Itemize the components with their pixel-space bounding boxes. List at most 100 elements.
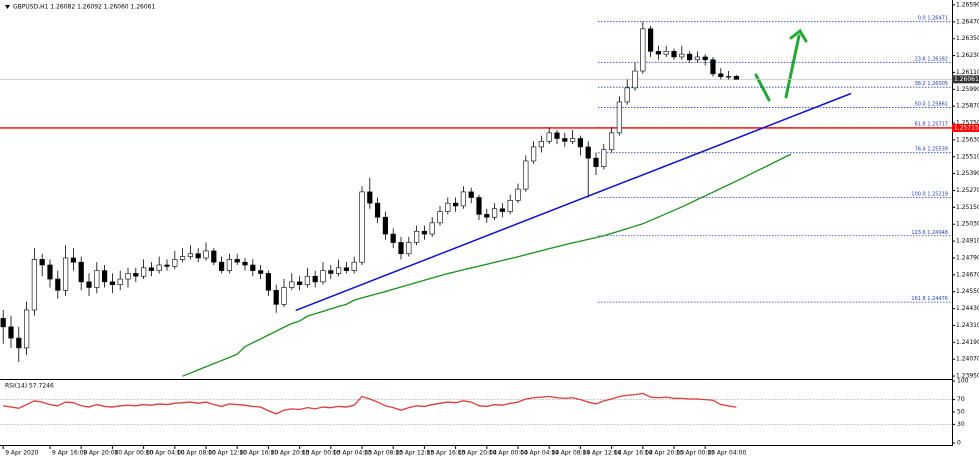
candle-body: [117, 278, 123, 285]
x-tick-label: 14 Apr 12:00: [582, 450, 621, 457]
candle-body: [281, 287, 287, 305]
rsi-title: RSI(14) 57.7246: [5, 383, 54, 390]
y-tick-label: 1.24670: [956, 271, 979, 278]
candle-body: [577, 138, 583, 148]
candle-body: [265, 273, 272, 291]
candle-body: [569, 138, 576, 142]
candle-body: [733, 76, 739, 80]
candle-body: [102, 270, 108, 283]
candle-body: [16, 337, 22, 349]
fib-label: 0.0 1.26471: [918, 16, 948, 22]
candle-body: [250, 264, 256, 271]
rsi-tick-label: 50: [957, 409, 965, 416]
chart-title: GBPUSD,H1 1.26082 1.26092 1.26060 1.2606…: [13, 4, 155, 11]
candle-body: [0, 318, 6, 328]
x-tick-label: 14 Apr 00:00: [489, 450, 528, 457]
candle-body: [367, 191, 373, 204]
x-tick-label: 10 Apr 20:00: [270, 450, 309, 457]
candle-body: [55, 278, 61, 291]
candle-body: [593, 157, 599, 167]
fib-label: 100.0 1.25219: [911, 192, 948, 198]
candle-body: [538, 140, 544, 148]
x-tick-label: 13 Apr 08:00: [364, 450, 403, 457]
candle-body: [351, 261, 357, 271]
candle-body: [94, 270, 100, 288]
candle-body: [109, 281, 115, 285]
x-tick-label: 13 Apr 16:00: [426, 450, 465, 457]
y-tick-label: 1.25510: [956, 153, 979, 160]
x-tick-label: 15 Apr 00:00: [676, 450, 715, 457]
candle-body: [39, 259, 45, 266]
candle-body: [187, 253, 194, 257]
candle-body: [585, 146, 591, 159]
candle-body: [211, 250, 217, 263]
candle-body: [320, 270, 326, 283]
x-tick-label: 14 Apr 08:00: [551, 450, 590, 457]
candle-body: [141, 267, 147, 277]
candle-body: [671, 51, 677, 58]
up-arrow-head: [789, 28, 808, 43]
y-tick-label: 1.25030: [956, 221, 979, 228]
candle-body: [437, 211, 443, 224]
x-tick-label: 10 Apr 12:00: [208, 450, 247, 457]
y-tick-label: 1.25990: [956, 86, 979, 93]
y-tick-label: 1.24910: [956, 238, 979, 245]
candle-body: [23, 309, 30, 349]
moving-average: [182, 153, 792, 377]
candle-body: [374, 202, 381, 218]
fib-label: 38.2 1.26005: [915, 81, 948, 87]
candle-body: [156, 264, 162, 271]
candle-body: [491, 208, 498, 218]
support-label: 1.25715: [954, 124, 979, 131]
x-tick-label: 9 Apr 16:00: [52, 450, 87, 457]
rsi-tick-label: 30: [957, 421, 965, 428]
x-tick-label: 15 Apr 04:00: [707, 450, 746, 457]
candle-body: [125, 273, 131, 280]
y-tick-label: 1.26350: [956, 35, 979, 42]
x-tick-label: 13 Apr 20:00: [458, 450, 497, 457]
x-tick-label: 14 Apr 04:00: [520, 450, 559, 457]
fib-label: 123.6 1.24948: [911, 230, 948, 236]
fib-label: 23.6 1.26182: [915, 56, 948, 62]
candle-body: [195, 253, 201, 259]
candle-body: [718, 73, 724, 77]
candle-body: [164, 264, 170, 267]
candle-body: [70, 257, 76, 263]
candle-body: [390, 233, 396, 243]
candle-body: [663, 51, 669, 55]
y-tick-label: 1.24790: [956, 254, 979, 261]
candle-body: [640, 28, 646, 72]
rsi-tick-label: 0: [957, 440, 961, 447]
candle-body: [47, 264, 53, 280]
candle-body: [203, 250, 209, 259]
candle-body: [460, 191, 467, 207]
fib-label: 50.0 1.25861: [915, 101, 948, 107]
candle-body: [172, 259, 178, 267]
y-tick-label: 1.24550: [956, 288, 979, 295]
y-tick-label: 1.25750: [956, 120, 979, 127]
candle-body: [429, 222, 435, 235]
candle-body: [335, 267, 342, 274]
candle-body: [406, 242, 412, 255]
candle-body: [452, 202, 459, 207]
trendline: [295, 92, 852, 312]
candle-body: [476, 197, 482, 215]
candle-body: [655, 51, 661, 55]
candle-body: [507, 200, 513, 212]
candle-body: [133, 273, 139, 277]
candle-body: [219, 261, 225, 271]
y-tick-label: 1.26590: [956, 1, 979, 8]
current-price-box: [952, 75, 979, 84]
candle-body: [445, 202, 451, 212]
fib-label: 61.8 1.25717: [915, 122, 948, 128]
y-tick-label: 1.23950: [956, 373, 979, 380]
candle-body: [180, 256, 186, 260]
y-tick-label: 1.26230: [956, 52, 979, 59]
candle-body: [289, 281, 295, 288]
candle-body: [686, 53, 693, 61]
candle-body: [304, 275, 311, 285]
candle-body: [468, 191, 474, 198]
candle-body: [624, 87, 630, 103]
candle-body: [312, 275, 318, 283]
